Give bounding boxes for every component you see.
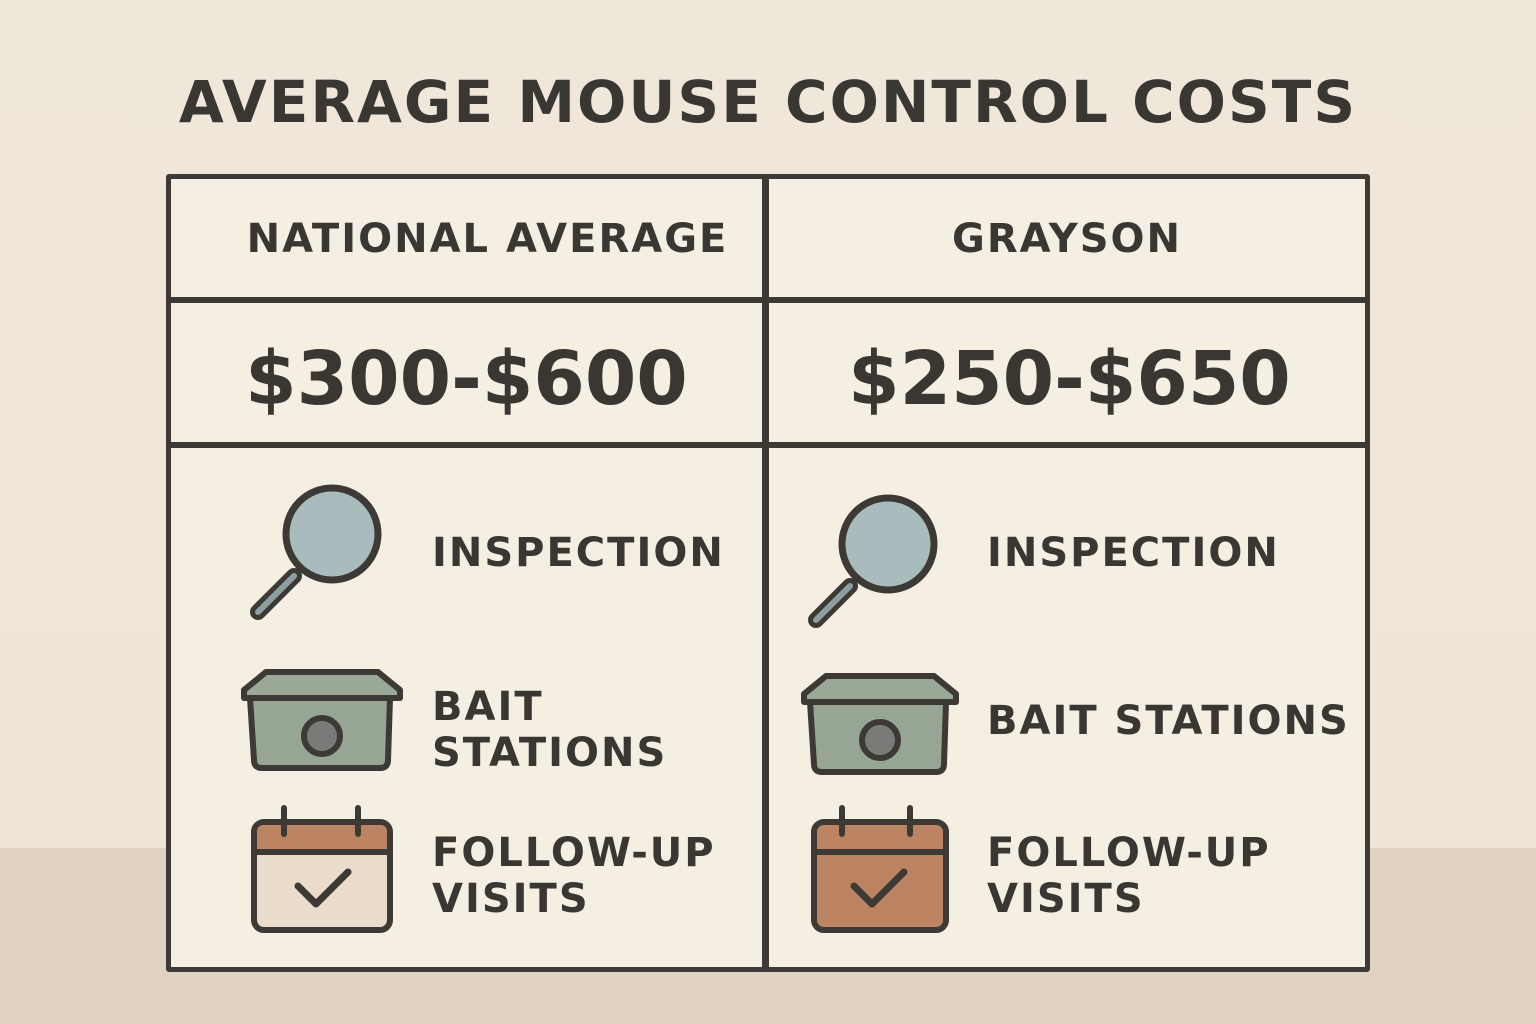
item-label-follow-up-visits: FOLLOW-UP VISITS xyxy=(987,830,1271,922)
magnifying-glass-icon xyxy=(250,484,382,620)
calendar-check-icon xyxy=(251,805,393,933)
bait-station-box-icon xyxy=(241,669,403,771)
magnifying-glass-icon xyxy=(808,494,938,628)
item-label-inspection: INSPECTION xyxy=(987,530,1280,576)
item-label-follow-up-visits: FOLLOW-UP VISITS xyxy=(432,830,716,922)
item-label-bait-stations: BAIT STATIONS xyxy=(987,698,1350,744)
column-header-national-average: NATIONAL AVERAGE xyxy=(246,216,729,262)
item-label-bait-stations: BAIT STATIONS xyxy=(432,684,668,776)
price-national-average: $300-$600 xyxy=(245,336,688,422)
column-header-grayson: GRAYSON xyxy=(951,216,1182,262)
price-divider xyxy=(166,442,1370,448)
bait-station-box-icon xyxy=(801,673,959,775)
header-divider xyxy=(166,297,1370,303)
calendar-check-icon xyxy=(811,805,949,933)
item-label-inspection: INSPECTION xyxy=(432,530,725,576)
price-grayson: $250-$650 xyxy=(848,336,1291,422)
column-divider xyxy=(762,174,769,972)
page-title: AVERAGE MOUSE CONTROL COSTS xyxy=(178,68,1358,136)
